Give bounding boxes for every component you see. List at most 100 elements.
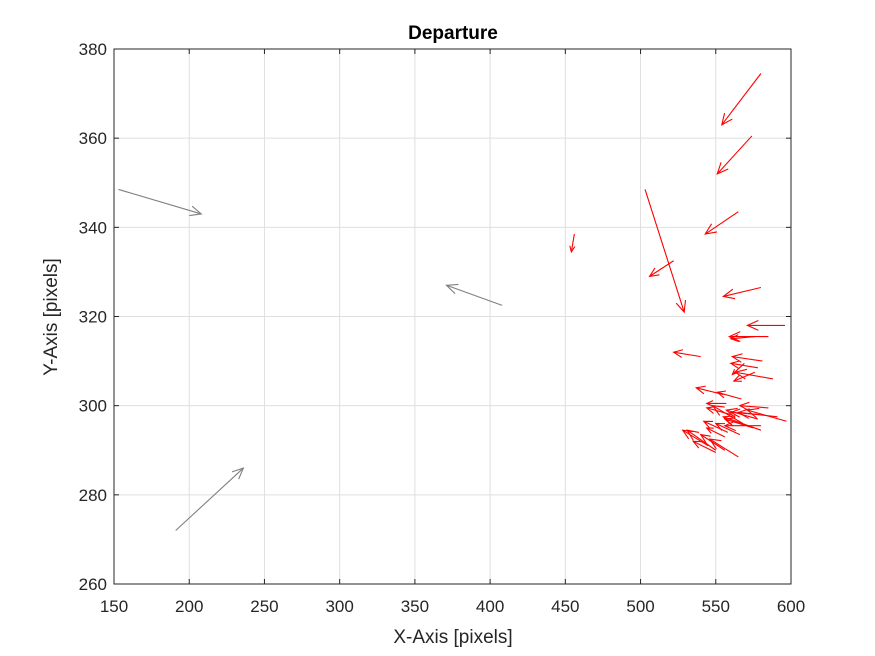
red-vector-arrow bbox=[705, 427, 726, 438]
x-tick-label: 600 bbox=[777, 597, 805, 616]
red-vector-arrow bbox=[716, 135, 753, 175]
x-tick-label: 350 bbox=[401, 597, 429, 616]
red-vector-arrow bbox=[729, 360, 758, 370]
red-vector-arrow bbox=[732, 371, 756, 382]
red-vector-arrow bbox=[708, 438, 739, 458]
arrow-head bbox=[723, 420, 736, 432]
arrow-head bbox=[727, 331, 741, 342]
arrow-head bbox=[737, 408, 750, 419]
red-vector-arrow bbox=[705, 406, 731, 416]
red-vector-arrow bbox=[715, 390, 742, 400]
arrow-head bbox=[746, 320, 759, 331]
red-vector-arrow bbox=[746, 320, 785, 331]
arrow-head bbox=[704, 223, 718, 235]
arrow-head bbox=[721, 288, 736, 300]
red-vector-arrow bbox=[720, 73, 762, 126]
x-tick-label: 400 bbox=[476, 597, 504, 616]
arrow-shaft bbox=[700, 434, 726, 451]
arrow-shaft bbox=[692, 440, 717, 453]
arrow-shaft bbox=[723, 286, 762, 297]
arrow-head bbox=[708, 438, 722, 450]
arrow-shaft bbox=[644, 189, 685, 313]
arrow-shaft bbox=[712, 405, 744, 424]
arrow-head bbox=[746, 407, 760, 419]
arrow-head bbox=[732, 374, 742, 382]
arrow-head bbox=[189, 205, 203, 217]
red-vector-arrow bbox=[681, 429, 709, 447]
arrow-head bbox=[715, 390, 727, 399]
arrow-head bbox=[730, 353, 743, 363]
arrow-head bbox=[231, 467, 245, 480]
arrow-shaft bbox=[730, 362, 758, 369]
red-vector-arrow bbox=[648, 260, 674, 278]
red-vector-arrow bbox=[705, 400, 727, 407]
y-tick-label: 300 bbox=[79, 397, 107, 416]
arrow-head bbox=[686, 429, 700, 441]
red-vector-arrow bbox=[704, 211, 739, 235]
arrow-shaft bbox=[715, 423, 741, 436]
chart-title: Departure bbox=[408, 23, 498, 44]
arrow-shaft bbox=[118, 188, 202, 215]
arrow-head bbox=[705, 427, 714, 434]
arrow-shaft bbox=[446, 284, 503, 306]
arrow-shaft bbox=[686, 429, 717, 451]
arrow-shaft bbox=[747, 409, 787, 422]
arrow-shaft bbox=[706, 427, 726, 438]
arrow-head bbox=[648, 267, 660, 278]
y-tick-label: 340 bbox=[79, 218, 107, 237]
arrow-head bbox=[731, 368, 738, 376]
arrow-head bbox=[702, 420, 714, 429]
x-tick-label: 500 bbox=[626, 597, 654, 616]
arrow-head bbox=[681, 429, 694, 440]
red-vector-arrow bbox=[730, 353, 763, 363]
arrow-shaft bbox=[721, 73, 762, 126]
arrow-shaft bbox=[716, 135, 753, 175]
x-tick-label: 250 bbox=[250, 597, 278, 616]
arrow-head bbox=[716, 162, 729, 175]
gray-vector-arrow bbox=[118, 188, 203, 217]
y-tick-label: 320 bbox=[79, 308, 107, 327]
y-tick-label: 260 bbox=[79, 575, 107, 594]
arrow-shaft bbox=[709, 438, 739, 458]
red-vector-arrow bbox=[692, 440, 717, 453]
arrow-head bbox=[705, 406, 716, 414]
x-tick-label: 450 bbox=[551, 597, 579, 616]
red-vector-arrow bbox=[729, 334, 755, 343]
arrow-shaft bbox=[682, 429, 709, 447]
arrow-head bbox=[445, 283, 459, 295]
arrow-shaft bbox=[724, 418, 754, 429]
red-vector-arrow bbox=[699, 433, 726, 451]
red-vector-arrow bbox=[725, 407, 759, 420]
arrow-shaft bbox=[730, 336, 755, 340]
x-tick-label: 300 bbox=[325, 597, 353, 616]
arrow-shaft bbox=[739, 405, 769, 409]
y-tick-label: 380 bbox=[79, 40, 107, 59]
red-vector-arrow bbox=[702, 420, 729, 433]
arrow-head bbox=[672, 349, 684, 358]
red-vector-arrow bbox=[672, 349, 701, 358]
red-vector-arrow bbox=[644, 189, 687, 314]
arrow-head bbox=[699, 433, 711, 444]
gray-vector-arrow bbox=[175, 467, 245, 531]
arrow-shaft bbox=[726, 409, 759, 420]
arrow-shaft bbox=[175, 467, 244, 531]
arrow-shaft bbox=[570, 233, 575, 252]
arrow-shaft bbox=[733, 371, 756, 382]
arrow-head bbox=[692, 440, 703, 449]
red-vector-arrow bbox=[721, 286, 762, 300]
arrow-head bbox=[705, 400, 714, 407]
arrow-head bbox=[738, 401, 750, 411]
y-tick-label: 280 bbox=[79, 486, 107, 505]
red-vector-arrow bbox=[686, 429, 717, 451]
arrow-head bbox=[729, 360, 741, 370]
arrow-shaft bbox=[731, 362, 745, 375]
tick-labels: 150 200 250 300 350 400 450 500 550 600 260 280 300 3… bbox=[79, 40, 806, 616]
arrow-shaft bbox=[649, 260, 674, 277]
arrow-head bbox=[694, 385, 706, 395]
x-tick-label: 150 bbox=[100, 597, 128, 616]
arrow-head bbox=[720, 112, 733, 126]
x-tick-label: 550 bbox=[702, 597, 730, 616]
red-vector-arrow bbox=[723, 420, 761, 432]
